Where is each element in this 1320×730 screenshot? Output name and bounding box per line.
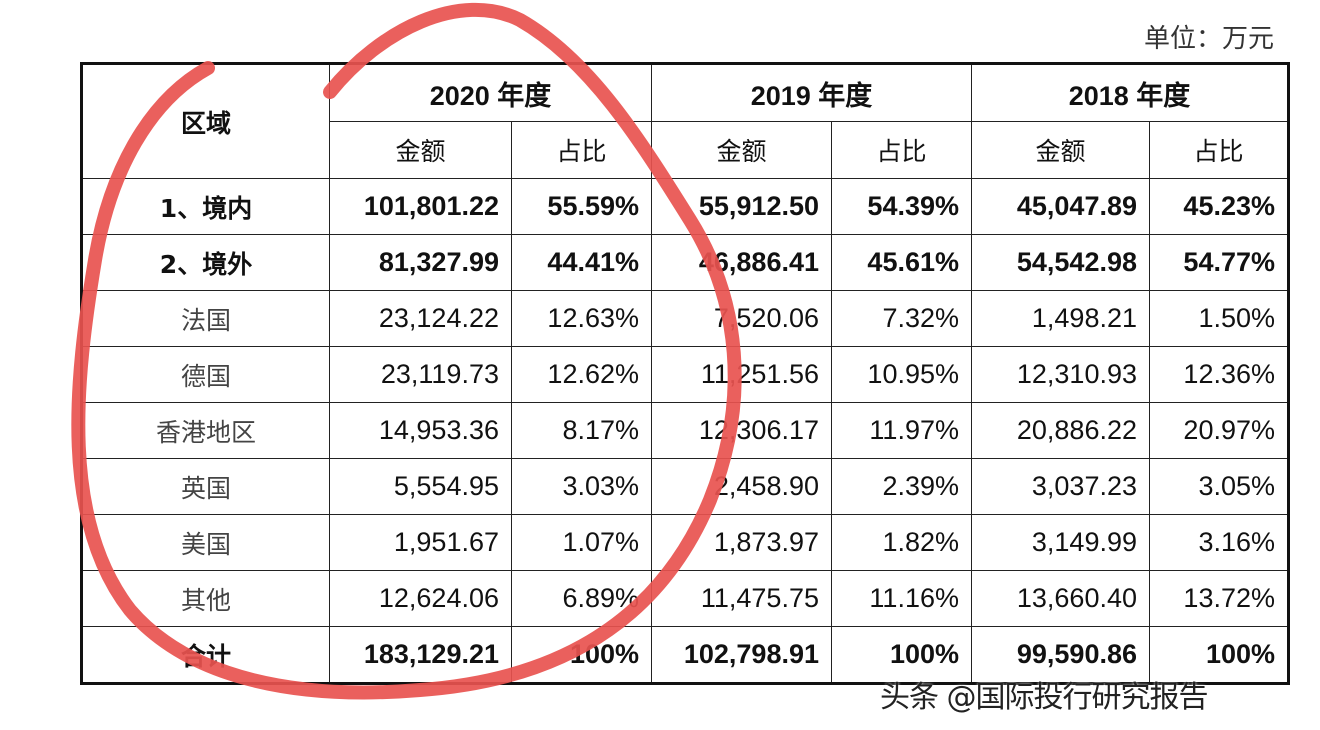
amount-cell: 55,912.50	[651, 178, 832, 235]
amount-cell: 11,475.75	[651, 570, 832, 627]
region-cell: 香港地区	[81, 402, 330, 459]
region-cell: 1、境内	[81, 178, 330, 235]
table-row: 1、境内 101,801.22 55.59% 55,912.50 54.39% 45,04…	[81, 178, 1289, 235]
table-row: 其他 12,624.06 6.89% 11,475.75 11.16% 13,660.40…	[81, 570, 1289, 627]
ratio-cell: 44.41%	[511, 234, 652, 291]
amount-cell: 2,458.90	[651, 458, 832, 515]
amount-cell: 101,801.22	[329, 178, 512, 235]
ratio-cell: 12.62%	[511, 346, 652, 403]
amount-cell: 45,047.89	[971, 178, 1150, 235]
ratio-cell: 2.39%	[831, 458, 972, 515]
amount-cell: 1,873.97	[651, 514, 832, 571]
ratio-cell: 20.97%	[1149, 402, 1289, 459]
ratio-cell: 13.72%	[1149, 570, 1289, 627]
region-cell: 法国	[81, 290, 330, 347]
table-row: 英国 5,554.95 3.03% 2,458.90 2.39% 3,037.23 3.05…	[81, 458, 1289, 515]
amount-cell: 13,660.40	[971, 570, 1150, 627]
amount-cell: 12,306.17	[651, 402, 832, 459]
year-header-2020: 2020 年度	[329, 63, 652, 122]
region-cell: 德国	[81, 346, 330, 403]
amount-cell: 99,590.86	[971, 626, 1150, 684]
year-header-2018: 2018 年度	[971, 63, 1289, 122]
ratio-cell: 8.17%	[511, 402, 652, 459]
unit-label: 单位：万元	[1143, 24, 1274, 54]
ratio-cell: 45.23%	[1149, 178, 1289, 235]
amount-cell: 11,251.56	[651, 346, 832, 403]
amount-cell: 23,119.73	[329, 346, 512, 403]
revenue-by-region-table: 区域 2020 年度 2019 年度 2018 年度 金额 占比 金额 占比 金…	[80, 62, 1290, 685]
region-cell: 英国	[81, 458, 330, 515]
header-row-years: 区域 2020 年度 2019 年度 2018 年度	[81, 63, 1289, 179]
table-row: 德国 23,119.73 12.62% 11,251.56 10.95% 12,310.9…	[81, 346, 1289, 403]
year-header-2019: 2019 年度	[651, 63, 972, 122]
amount-cell: 81,327.99	[329, 234, 512, 291]
ratio-cell: 1.82%	[831, 514, 972, 571]
region-cell: 美国	[81, 514, 330, 571]
amount-cell: 3,149.99	[971, 514, 1150, 571]
amount-cell: 12,310.93	[971, 346, 1150, 403]
ratio-cell: 7.32%	[831, 290, 972, 347]
amount-cell: 14,953.36	[329, 402, 512, 459]
ratio-cell: 12.36%	[1149, 346, 1289, 403]
region-cell: 其他	[81, 570, 330, 627]
ratio-header: 占比	[1149, 121, 1289, 179]
amount-cell: 3,037.23	[971, 458, 1150, 515]
ratio-header: 占比	[511, 121, 652, 179]
ratio-cell: 54.77%	[1149, 234, 1289, 291]
amount-cell: 5,554.95	[329, 458, 512, 515]
ratio-cell: 11.16%	[831, 570, 972, 627]
ratio-cell: 1.50%	[1149, 290, 1289, 347]
table-row: 美国 1,951.67 1.07% 1,873.97 1.82% 3,149.99 3.16…	[81, 514, 1289, 571]
amount-cell: 20,886.22	[971, 402, 1150, 459]
ratio-cell: 11.97%	[831, 402, 972, 459]
amount-cell: 102,798.91	[651, 626, 832, 684]
table-row: 法国 23,124.22 12.63% 7,520.06 7.32% 1,498.21 1.…	[81, 290, 1289, 347]
amount-cell: 183,129.21	[329, 626, 512, 684]
ratio-cell: 12.63%	[511, 290, 652, 347]
amount-cell: 23,124.22	[329, 290, 512, 347]
amount-header: 金额	[971, 121, 1150, 179]
ratio-header: 占比	[831, 121, 972, 179]
region-header: 区域	[81, 63, 330, 179]
ratio-cell: 3.16%	[1149, 514, 1289, 571]
ratio-cell: 100%	[831, 626, 972, 684]
ratio-cell: 3.03%	[511, 458, 652, 515]
amount-header: 金额	[329, 121, 512, 179]
watermark: 头条 @国际投行研究报告	[880, 680, 1209, 715]
ratio-cell: 3.05%	[1149, 458, 1289, 515]
region-cell: 2、境外	[81, 234, 330, 291]
amount-cell: 46,886.41	[651, 234, 832, 291]
ratio-cell: 100%	[511, 626, 652, 684]
amount-cell: 1,951.67	[329, 514, 512, 571]
amount-header: 金额	[651, 121, 832, 179]
ratio-cell: 1.07%	[511, 514, 652, 571]
amount-cell: 7,520.06	[651, 290, 832, 347]
ratio-cell: 55.59%	[511, 178, 652, 235]
ratio-cell: 100%	[1149, 626, 1289, 684]
table-row: 2、境外 81,327.99 44.41% 46,886.41 45.61% 54,542…	[81, 234, 1289, 291]
amount-cell: 12,624.06	[329, 570, 512, 627]
table-row: 香港地区 14,953.36 8.17% 12,306.17 11.97% 20,886.…	[81, 402, 1289, 459]
ratio-cell: 6.89%	[511, 570, 652, 627]
region-cell: 合计	[81, 626, 330, 684]
ratio-cell: 10.95%	[831, 346, 972, 403]
ratio-cell: 45.61%	[831, 234, 972, 291]
amount-cell: 1,498.21	[971, 290, 1150, 347]
amount-cell: 54,542.98	[971, 234, 1150, 291]
ratio-cell: 54.39%	[831, 178, 972, 235]
